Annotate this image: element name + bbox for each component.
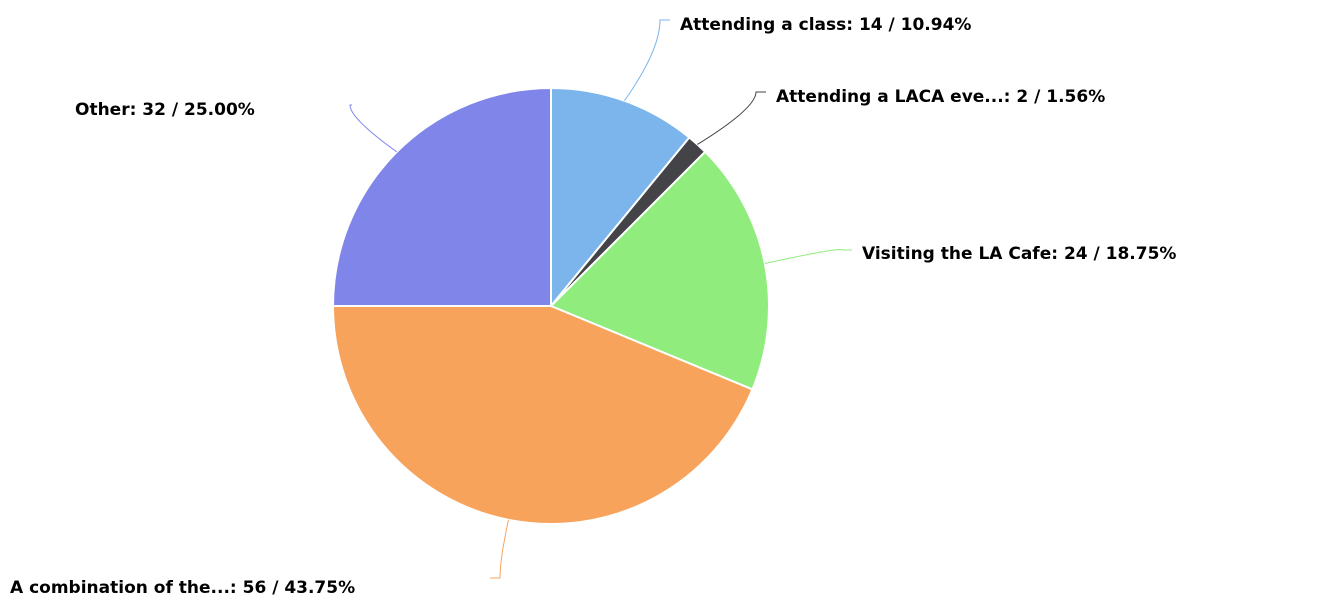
pie-slice	[331, 305, 754, 526]
data-label: Other: 32 / 25.00%	[75, 100, 255, 120]
connector	[349, 104, 398, 153]
connector	[764, 249, 852, 264]
data-label: A combination of the...: 56 / 43.75%	[10, 578, 355, 598]
data-label: Attending a LACA eve...: 2 / 1.56%	[776, 87, 1105, 107]
connector	[697, 91, 766, 145]
data-label: Attending a class: 14 / 10.94%	[680, 15, 971, 35]
pie-slice	[550, 86, 691, 309]
data-label: Visiting the LA Cafe: 24 / 18.75%	[862, 244, 1176, 264]
pie-slice	[331, 86, 552, 307]
pie-slice	[549, 150, 770, 391]
connector	[490, 519, 509, 579]
connector	[624, 19, 670, 102]
